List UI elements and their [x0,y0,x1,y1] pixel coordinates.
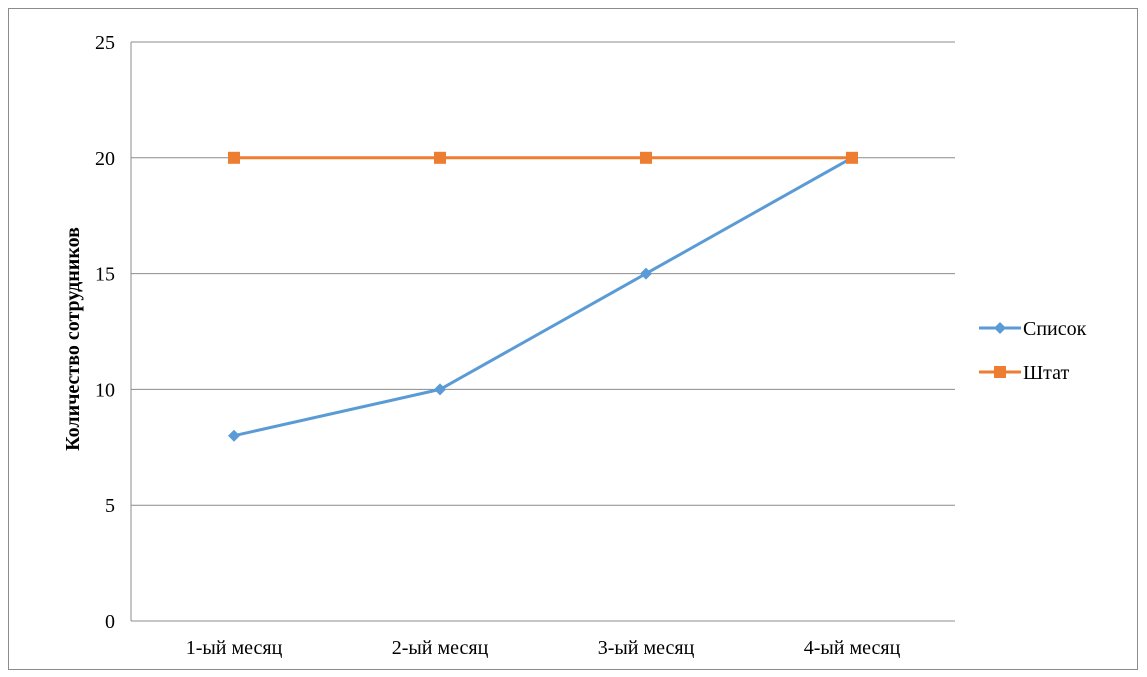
y-tick-label: 20 [95,148,115,170]
y-tick-label: 15 [95,264,115,286]
data-point [434,383,446,396]
legend-entry: Штат [979,362,1070,384]
legend-label: Штат [1023,362,1070,384]
legend: Список Штат [979,318,1087,384]
legend-label: Список [1023,318,1087,340]
chart-frame: 0 5 10 15 20 25 1-ый месяц 2-ый месяц 3-ый меся… [8,8,1138,670]
y-axis-title: Количество сотрудников [62,227,84,451]
x-tick-label: 4-ый месяц [804,637,901,659]
series-1 [228,151,858,442]
y-tick-label: 0 [105,611,115,633]
data-point [846,151,858,164]
line-chart: 0 5 10 15 20 25 1-ый месяц 2-ый месяц 3-ый меся… [62,32,1087,659]
x-tick-label: 3-ый месяц [598,637,695,659]
data-point [228,151,240,164]
data-point [640,151,652,164]
legend-marker [994,322,1006,334]
data-point [228,429,240,442]
axes [130,42,955,622]
legend-marker [994,366,1006,378]
legend-entry: Список [979,318,1087,340]
x-tick-label: 2-ый месяц [392,637,489,659]
series-2 [228,151,858,164]
data-point [434,151,446,164]
y-tick-label: 10 [95,379,115,401]
x-tick-label: 1-ый месяц [186,637,283,659]
y-tick-labels: 0 5 10 15 20 25 [95,32,115,633]
series [228,151,858,442]
series-line [233,156,853,438]
gridlines [131,41,955,506]
y-tick-label: 5 [105,495,115,517]
data-point [640,267,652,280]
y-tick-label: 25 [95,32,115,54]
x-tick-labels: 1-ый месяц 2-ый месяц 3-ый месяц 4-ый месяц [186,637,901,659]
